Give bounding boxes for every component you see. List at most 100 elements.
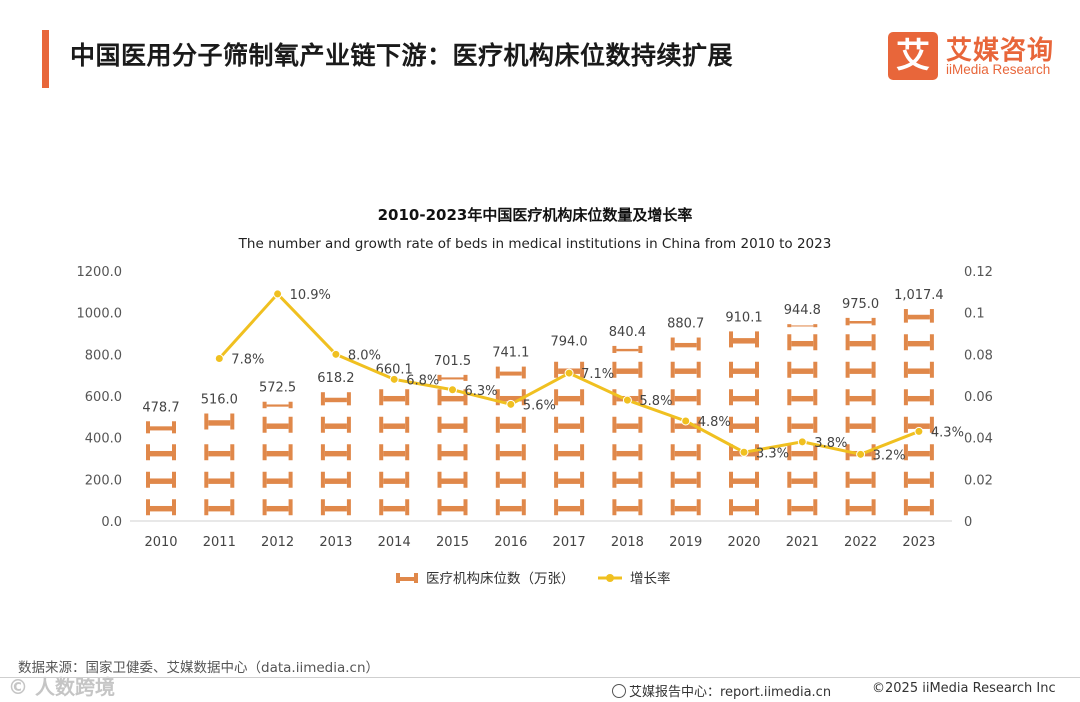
bed-footboard bbox=[871, 471, 876, 488]
bed-headboard bbox=[787, 361, 792, 378]
bed-bar bbox=[729, 331, 759, 516]
bed-footboard bbox=[871, 499, 876, 516]
bed-footboard bbox=[346, 471, 351, 488]
bed-headboard bbox=[729, 444, 733, 461]
bed-icon bbox=[903, 499, 934, 516]
bed-mattress bbox=[150, 450, 172, 457]
bed-mattress bbox=[441, 450, 464, 457]
growth-rate-point bbox=[914, 426, 924, 436]
bed-footboard bbox=[813, 324, 818, 328]
bed-mattress bbox=[499, 423, 522, 429]
bed-footboard bbox=[405, 444, 410, 461]
bed-mattress bbox=[266, 450, 289, 457]
page-title: 中国医用分子筛制氧产业链下游：医疗机构床位数持续扩展 bbox=[70, 41, 734, 70]
bed-footboard bbox=[696, 361, 701, 378]
footer-report-link[interactable]: 艾媒报告中心：report.iimedia.cn bbox=[612, 681, 831, 700]
x-tick-label: 2022 bbox=[844, 535, 877, 550]
bed-headboard bbox=[612, 345, 617, 353]
bed-mattress bbox=[558, 505, 581, 512]
bed-footboard bbox=[871, 361, 876, 378]
bed-headboard bbox=[845, 389, 850, 406]
footer-copyright: ©2025 iiMedia Research Inc bbox=[872, 681, 1056, 696]
bed-headboard bbox=[204, 444, 209, 461]
bed-footboard bbox=[463, 389, 468, 406]
legend-bed-count-label: 医疗机构床位数（万张） bbox=[426, 571, 575, 587]
bed-bar bbox=[787, 324, 818, 516]
bed-icon bbox=[845, 334, 876, 351]
bed-headboard bbox=[729, 499, 733, 516]
bed-headboard bbox=[379, 471, 384, 488]
x-tick-label: 2023 bbox=[902, 535, 935, 550]
bed-icon bbox=[903, 444, 934, 461]
bed-mattress bbox=[324, 450, 347, 457]
bed-mattress bbox=[849, 340, 872, 347]
bed-icon bbox=[787, 416, 818, 433]
bed-icon bbox=[612, 416, 643, 433]
bed-mattress bbox=[208, 450, 231, 457]
bed-headboard bbox=[554, 444, 559, 461]
bed-bar bbox=[204, 413, 235, 516]
bed-bar bbox=[903, 309, 934, 516]
bed-icon bbox=[903, 471, 934, 488]
bed-headboard bbox=[612, 389, 617, 406]
bed-footboard bbox=[580, 444, 585, 461]
bed-mattress bbox=[441, 478, 464, 484]
bed-headboard bbox=[903, 309, 908, 323]
bed-icon bbox=[554, 444, 585, 461]
bed-footboard bbox=[696, 499, 701, 516]
bed-footboard bbox=[755, 471, 759, 488]
bar-value-label: 880.7 bbox=[667, 317, 704, 332]
bed-footboard bbox=[696, 416, 701, 433]
growth-rate-label: 3.8% bbox=[814, 436, 847, 451]
bed-icon bbox=[379, 416, 410, 433]
legend-bed-swatch bbox=[400, 577, 414, 581]
bed-mattress bbox=[849, 368, 872, 374]
bed-icon bbox=[146, 444, 176, 461]
y-right-tick-label: 0 bbox=[964, 515, 972, 530]
globe-icon bbox=[612, 684, 626, 698]
bed-headboard bbox=[554, 471, 559, 488]
bed-icon bbox=[262, 499, 293, 516]
x-tick-label: 2013 bbox=[319, 535, 352, 550]
bed-mattress bbox=[674, 395, 697, 402]
y-right-tick-label: 0.08 bbox=[964, 348, 993, 363]
bed-footboard bbox=[755, 416, 759, 433]
bed-footboard bbox=[521, 471, 526, 488]
bed-mattress bbox=[150, 426, 172, 431]
legend-growth-rate-label: 增长率 bbox=[630, 570, 671, 587]
y-right-tick-label: 0.1 bbox=[964, 307, 985, 322]
bed-headboard bbox=[146, 499, 150, 516]
bed-headboard bbox=[146, 421, 150, 434]
bed-footboard bbox=[696, 337, 701, 351]
bed-icon bbox=[146, 421, 176, 434]
bed-headboard bbox=[670, 337, 675, 351]
bed-footboard bbox=[172, 471, 176, 488]
bed-headboard bbox=[787, 444, 792, 461]
bed-headboard bbox=[262, 471, 267, 488]
growth-rate-label: 7.8% bbox=[231, 353, 264, 368]
y-left-tick-label: 200.0 bbox=[85, 473, 122, 488]
bed-mattress bbox=[558, 423, 581, 429]
bed-headboard bbox=[262, 499, 267, 516]
growth-rate-label: 7.1% bbox=[581, 367, 614, 382]
brand-logo[interactable]: 艾 艾媒咨询 iiMedia Research bbox=[888, 30, 1063, 82]
growth-rate-label: 3.2% bbox=[873, 448, 906, 463]
bed-icon bbox=[845, 361, 876, 378]
bed-mattress bbox=[907, 314, 930, 320]
bed-footboard bbox=[230, 413, 235, 430]
bed-headboard bbox=[379, 416, 384, 433]
bed-headboard bbox=[729, 416, 733, 433]
bed-footboard bbox=[638, 416, 643, 433]
bed-bar bbox=[146, 421, 176, 516]
bed-footboard bbox=[172, 444, 176, 461]
bed-footboard bbox=[929, 309, 934, 323]
bed-footboard bbox=[288, 416, 293, 433]
y-left-tick-label: 1000.0 bbox=[77, 307, 123, 322]
bed-icon bbox=[612, 499, 643, 516]
bed-mattress bbox=[907, 478, 930, 484]
x-tick-label: 2017 bbox=[553, 535, 586, 550]
bed-bar bbox=[612, 345, 643, 516]
bed-mattress bbox=[907, 368, 930, 374]
bed-headboard bbox=[787, 499, 792, 516]
legend-bed-count bbox=[396, 573, 418, 583]
